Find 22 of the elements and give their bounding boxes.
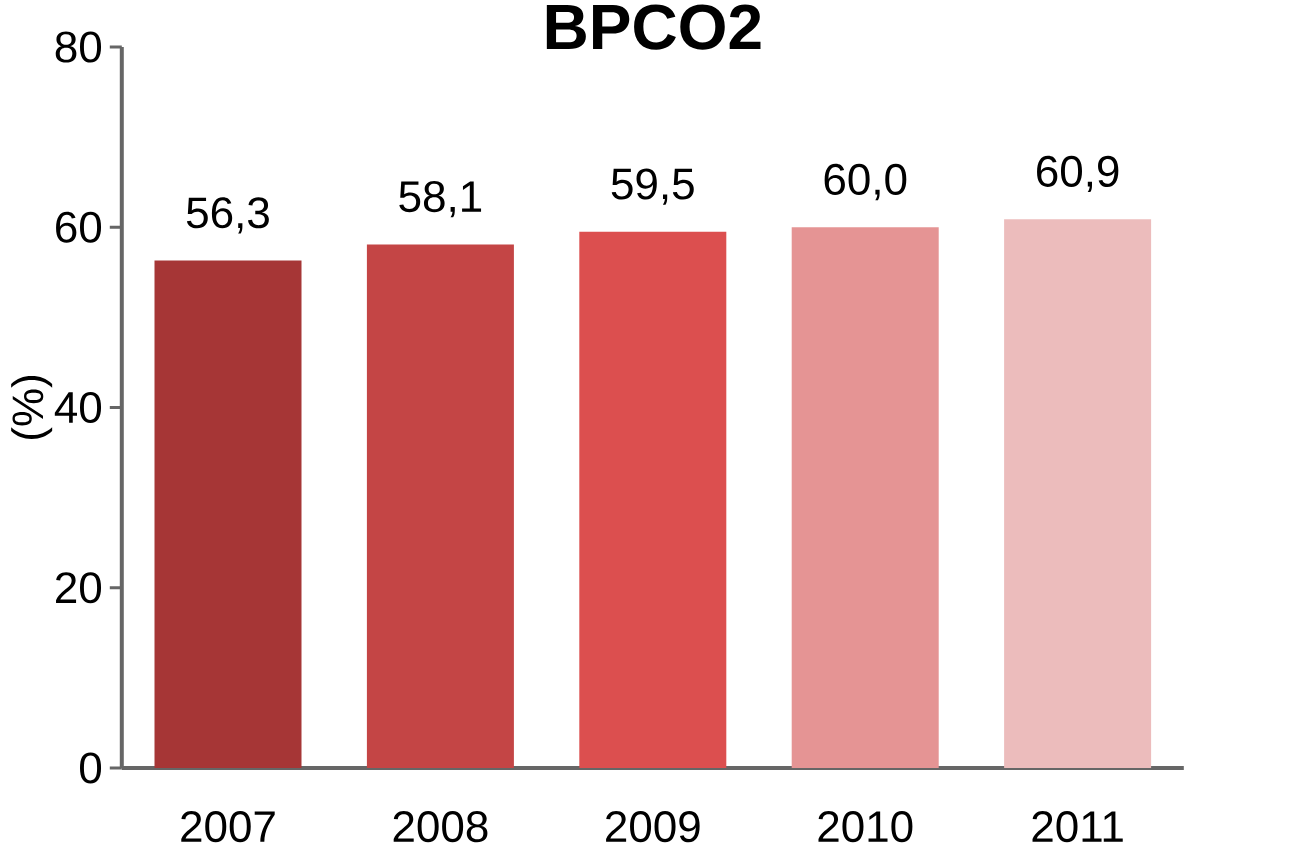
x-tick-label: 2008 (393, 811, 488, 843)
y-tick-label: 60 (56, 211, 102, 243)
x-tick-label: 2010 (818, 811, 913, 843)
x-tick-label: 2009 (606, 811, 700, 843)
chart-title: BPCO2 (546, 4, 761, 50)
y-tick-label: 40 (54, 391, 102, 424)
bar (366, 244, 514, 768)
data-label: 60,0 (824, 163, 907, 201)
data-label: 58,1 (399, 181, 482, 218)
y-tick-label: 0 (80, 752, 102, 784)
data-label: 56,3 (186, 197, 269, 234)
y-tick-label: 80 (55, 31, 102, 63)
bar (579, 231, 727, 768)
data-label: 59,5 (611, 168, 694, 205)
x-tick-label: 2007 (181, 811, 275, 843)
x-tick-label: 2011 (1032, 811, 1123, 843)
y-tick-label: 20 (56, 572, 102, 604)
y-axis-title: (%) (11, 376, 53, 439)
bar (791, 227, 939, 768)
bar (1004, 219, 1152, 768)
data-label: 60,9 (1037, 155, 1119, 193)
bar (154, 260, 302, 768)
